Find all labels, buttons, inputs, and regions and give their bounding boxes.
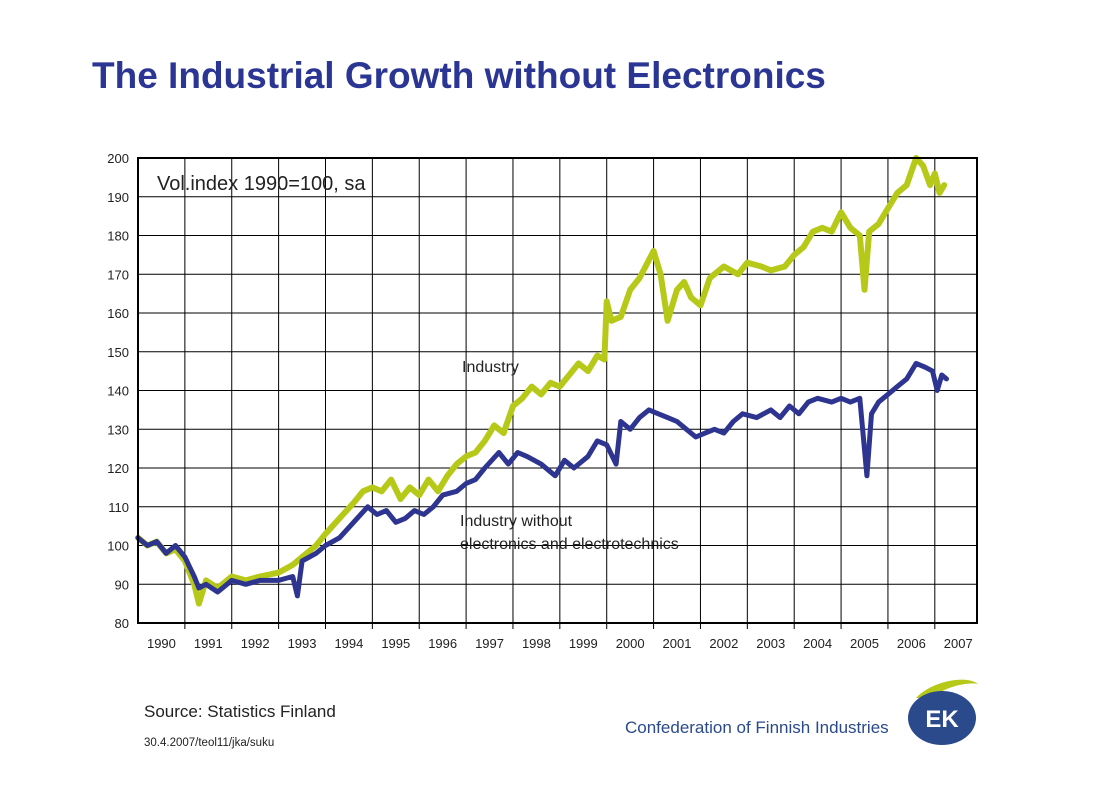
- y-tick-label: 80: [115, 616, 129, 631]
- logo-text: EK: [925, 706, 959, 733]
- x-tick-label: 1997: [475, 636, 504, 651]
- x-tick-label: 1999: [569, 636, 598, 651]
- x-tick-label: 1992: [241, 636, 270, 651]
- grid-lines: [138, 157, 977, 629]
- y-tick-label: 160: [107, 306, 129, 321]
- y-tick-labels: 80 90 100 110 120 130 140 150 160 170 180 190 200: [107, 151, 129, 631]
- x-tick-label: 2002: [709, 636, 738, 651]
- x-tick-label: 2005: [850, 636, 879, 651]
- x-tick-label: 2007: [944, 636, 973, 651]
- x-tick-label: 2004: [803, 636, 832, 651]
- x-tick-label: 2001: [663, 636, 692, 651]
- x-tick-label: 1994: [334, 636, 363, 651]
- x-tick-label: 2000: [616, 636, 645, 651]
- series-lines: [135, 155, 949, 607]
- x-tick-label: 1998: [522, 636, 551, 651]
- y-tick-label: 180: [107, 229, 129, 244]
- x-tick-label: 1990: [147, 636, 176, 651]
- x-tick-label: 2006: [897, 636, 926, 651]
- x-tick-label: 1996: [428, 636, 457, 651]
- x-tick-label: 1995: [381, 636, 410, 651]
- y-tick-label: 90: [115, 577, 129, 592]
- ek-logo: EK: [908, 679, 978, 745]
- x-tick-label: 1993: [288, 636, 317, 651]
- series-line-industry-without-electronics: [135, 360, 949, 599]
- organization-name: Confederation of Finnish Industries: [625, 718, 889, 737]
- y-tick-label: 130: [107, 422, 129, 437]
- y-tick-label: 170: [107, 267, 129, 282]
- plot-frame: [137, 157, 978, 624]
- y-tick-label: 100: [107, 539, 129, 554]
- source-note: Source: Statistics Finland: [144, 702, 336, 721]
- label-industry-wo-line2: electronics and electrotechnics: [460, 536, 679, 553]
- y-tick-label: 140: [107, 384, 129, 399]
- slide-title: The Industrial Growth without Electronic…: [92, 55, 826, 96]
- y-tick-label: 150: [107, 345, 129, 360]
- x-tick-labels: 1990 1991 1992 1993 1994 1995 1996 1997 1998 1999…: [147, 636, 973, 651]
- y-tick-label: 200: [107, 151, 129, 166]
- label-industry: Industry: [462, 359, 519, 376]
- footnote: 30.4.2007/teol11/jka/suku: [144, 737, 275, 749]
- chart-annotation: Vol.index 1990=100, sa: [157, 173, 366, 195]
- x-tick-label: 1991: [194, 636, 223, 651]
- x-tick-label: 2003: [756, 636, 785, 651]
- y-tick-label: 190: [107, 190, 129, 205]
- series-line-industry: [135, 155, 948, 607]
- label-industry-wo-line1: Industry without: [460, 513, 573, 530]
- logo-blue-ellipse: [908, 691, 976, 745]
- y-tick-label: 110: [108, 500, 129, 515]
- line-chart: 80 90 100 110 120 130 140 150 160 170 180 190 200 19…: [107, 151, 978, 651]
- y-tick-label: 120: [107, 461, 129, 476]
